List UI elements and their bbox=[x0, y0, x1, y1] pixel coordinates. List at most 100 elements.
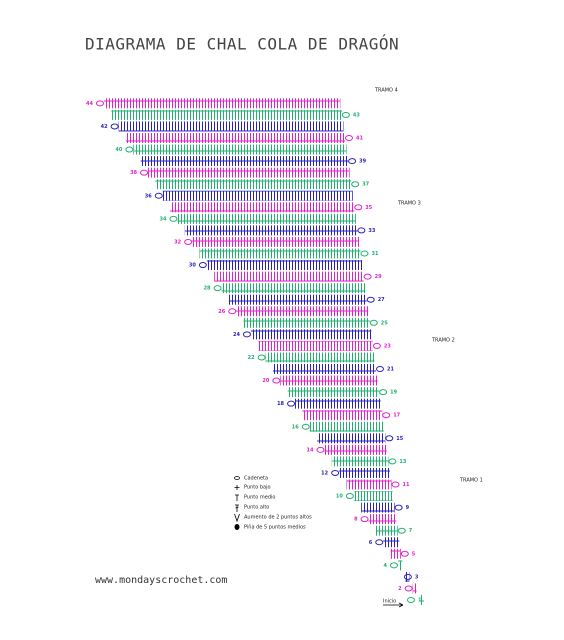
row-number: 22 bbox=[248, 355, 255, 361]
stitch-row bbox=[265, 352, 375, 363]
chain-loop bbox=[403, 573, 412, 580]
chain-loop bbox=[391, 481, 400, 488]
chain-loop bbox=[400, 550, 409, 557]
chain-loop bbox=[385, 435, 394, 442]
row-number: 6 bbox=[369, 540, 373, 546]
row-number: 36 bbox=[145, 193, 152, 199]
stitch-row bbox=[280, 375, 378, 386]
row-number: 25 bbox=[381, 320, 388, 326]
row-number: 35 bbox=[365, 205, 372, 211]
row-number: 41 bbox=[356, 136, 363, 142]
legend-label: Punto alto bbox=[244, 505, 269, 511]
chain-loop bbox=[242, 331, 251, 338]
row-number: 16 bbox=[292, 424, 299, 430]
chain-loop bbox=[345, 493, 354, 500]
chain-loop bbox=[360, 516, 369, 523]
stitch-row bbox=[133, 144, 347, 155]
row-number: 12 bbox=[321, 470, 328, 476]
row-number: 5 bbox=[412, 551, 416, 557]
row-number: 21 bbox=[387, 367, 394, 373]
chain-loop bbox=[184, 238, 193, 245]
chain-loop bbox=[348, 158, 357, 165]
chain-loop bbox=[272, 377, 281, 384]
row-number: 3 bbox=[415, 574, 419, 580]
chain-loop bbox=[407, 597, 415, 603]
row-number: 2 bbox=[398, 586, 402, 592]
chain-loop bbox=[360, 250, 369, 257]
stitch-row bbox=[390, 548, 401, 559]
row-number: 39 bbox=[359, 159, 366, 165]
stitch-row bbox=[236, 306, 369, 317]
stitch-row bbox=[111, 109, 342, 120]
chain-loop bbox=[376, 366, 384, 372]
section-label: TRAMO 1 bbox=[459, 478, 483, 484]
stitch-row bbox=[353, 491, 394, 502]
row-number: 4 bbox=[383, 563, 387, 569]
title: DIAGRAMA DE CHAL COLA DE DRAGÓN bbox=[85, 35, 399, 54]
chain-loop bbox=[345, 135, 353, 141]
stitch-row bbox=[346, 479, 392, 490]
row-number: 15 bbox=[396, 436, 403, 442]
chain-loop bbox=[257, 354, 266, 361]
legend-label: Cadeneta bbox=[244, 476, 268, 482]
stitch-row bbox=[287, 387, 380, 398]
stitch-row bbox=[383, 537, 400, 548]
stitch-row bbox=[273, 364, 376, 374]
stitch-row bbox=[302, 410, 383, 421]
stitch-row bbox=[118, 121, 344, 132]
row-number: 11 bbox=[403, 482, 410, 488]
chain-loop bbox=[341, 111, 350, 118]
row-number: 8 bbox=[354, 517, 358, 523]
chain-loop bbox=[389, 562, 398, 569]
row-number: 42 bbox=[101, 124, 108, 130]
legend-label: Piña de 5 puntos medios bbox=[244, 525, 306, 531]
chain-loop bbox=[363, 273, 372, 280]
chain-loop bbox=[366, 296, 375, 303]
chain-loop bbox=[198, 262, 207, 269]
chain-loop bbox=[404, 585, 413, 592]
stitch-row bbox=[317, 433, 386, 444]
stitch-rows: 1234567891011121314151617181920212223242… bbox=[86, 98, 424, 605]
legend-label: Punto bajo bbox=[244, 485, 271, 491]
section-label: TRAMO 2 bbox=[431, 338, 455, 344]
row-number: 32 bbox=[174, 239, 181, 245]
chain-loop bbox=[154, 192, 163, 199]
stitch-row bbox=[339, 467, 390, 478]
stitch-row bbox=[184, 225, 358, 236]
row-number: 37 bbox=[362, 182, 369, 188]
stitch-row bbox=[250, 329, 372, 340]
chain-loop bbox=[331, 469, 340, 476]
row-number: 33 bbox=[368, 228, 375, 234]
website: www.mondayscrochet.com bbox=[95, 575, 227, 586]
row-number: 17 bbox=[393, 413, 400, 419]
chain-loop bbox=[354, 204, 363, 211]
stitch-row bbox=[170, 202, 355, 213]
chain-loop bbox=[397, 527, 406, 534]
stitch-row bbox=[103, 98, 341, 109]
chain-loop bbox=[140, 169, 149, 176]
chain-loop bbox=[301, 423, 310, 430]
row-number: 29 bbox=[375, 274, 382, 280]
stitch-row bbox=[412, 583, 417, 594]
stitch-row bbox=[295, 398, 381, 409]
stitch-row bbox=[258, 340, 373, 351]
row-number: 13 bbox=[399, 459, 406, 465]
stitch-row bbox=[206, 260, 363, 271]
row-number: 10 bbox=[336, 494, 343, 500]
chain-loop bbox=[169, 215, 178, 222]
chain-loop bbox=[372, 342, 381, 349]
row-number: 20 bbox=[262, 378, 269, 384]
chain-loop bbox=[228, 308, 237, 315]
stitch-row bbox=[177, 213, 356, 224]
stitch-row bbox=[140, 156, 349, 167]
stitch-row bbox=[221, 283, 366, 294]
stitch-row bbox=[162, 190, 353, 201]
row-number: 14 bbox=[306, 447, 313, 453]
row-number: 43 bbox=[353, 112, 360, 118]
chain-loop bbox=[379, 389, 388, 396]
stitch-row bbox=[361, 502, 395, 513]
stitch-row bbox=[324, 444, 387, 455]
stitch-row bbox=[397, 560, 403, 571]
stitch-row bbox=[375, 525, 398, 536]
